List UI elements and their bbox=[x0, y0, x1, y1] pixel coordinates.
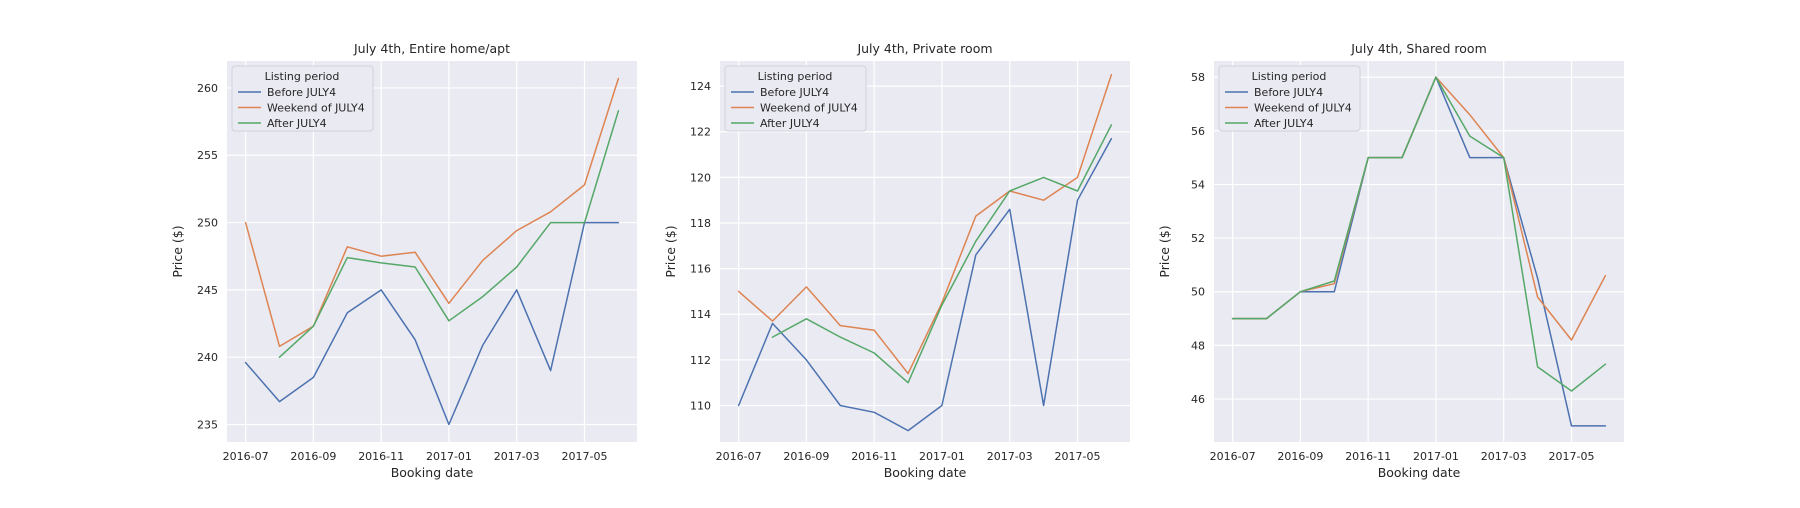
y-axis-label: Price ($) bbox=[1157, 225, 1172, 277]
x-tick-label: 2017-03 bbox=[987, 450, 1033, 463]
y-tick-label: 120 bbox=[690, 171, 711, 184]
y-tick-label: 240 bbox=[197, 351, 218, 364]
x-axis-label: Booking date bbox=[391, 465, 474, 480]
legend-label: Weekend of JULY4 bbox=[267, 102, 365, 115]
legend-title: Listing period bbox=[1252, 70, 1327, 83]
series-line-2 bbox=[737, 73, 1113, 375]
legend-label: After JULY4 bbox=[1254, 117, 1314, 130]
x-axis-label: Booking date bbox=[1378, 465, 1461, 480]
x-tick-label: 2016-09 bbox=[1277, 450, 1323, 463]
y-tick-label: 114 bbox=[690, 308, 711, 321]
y-tick-label: 56 bbox=[1191, 125, 1205, 138]
chart-panel-1: 2016-07 2016-09 2016-11 2017-01 2017-03 2017-… bbox=[170, 41, 637, 480]
legend-title: Listing period bbox=[265, 70, 340, 83]
x-tick-label: 2016-09 bbox=[783, 450, 829, 463]
legend-label: After JULY4 bbox=[760, 117, 820, 130]
series-line-3 bbox=[1231, 76, 1607, 392]
series-line-2 bbox=[244, 77, 620, 348]
x-tick-label: 2017-01 bbox=[426, 450, 472, 463]
y-tick-label: 58 bbox=[1191, 71, 1205, 84]
chart-title: July 4th, Entire home/apt bbox=[353, 41, 510, 56]
series-line-1 bbox=[244, 221, 620, 426]
legend-box bbox=[1218, 65, 1361, 132]
x-tick-label: 2017-05 bbox=[561, 450, 607, 463]
legend-label: Before JULY4 bbox=[1254, 86, 1323, 99]
x-tick-label: 2016-07 bbox=[716, 450, 762, 463]
legend-box bbox=[231, 65, 374, 132]
series-line-3 bbox=[278, 110, 620, 358]
x-tick-label: 2017-03 bbox=[1481, 450, 1527, 463]
legend-label: Weekend of JULY4 bbox=[1254, 102, 1352, 115]
legend: Listing period Before JULY4 Weekend of JUL… bbox=[231, 65, 374, 132]
x-tick-label: 2017-03 bbox=[494, 450, 540, 463]
legend-box bbox=[724, 65, 867, 132]
legend-label: After JULY4 bbox=[267, 117, 327, 130]
y-tick-label: 110 bbox=[690, 399, 711, 412]
y-tick-label: 124 bbox=[690, 80, 711, 93]
y-tick-label: 52 bbox=[1191, 232, 1205, 245]
y-axis-label: Price ($) bbox=[170, 225, 185, 277]
x-tick-label: 2016-11 bbox=[851, 450, 897, 463]
chart-title: July 4th, Shared room bbox=[1350, 41, 1487, 56]
x-tick-label: 2016-11 bbox=[1345, 450, 1391, 463]
y-tick-label: 122 bbox=[690, 126, 711, 139]
x-tick-label: 2017-05 bbox=[1054, 450, 1100, 463]
y-tick-label: 116 bbox=[690, 263, 711, 276]
legend-title: Listing period bbox=[758, 70, 833, 83]
x-tick-label: 2016-09 bbox=[290, 450, 336, 463]
x-tick-label: 2016-07 bbox=[223, 450, 269, 463]
series-line-1 bbox=[737, 137, 1113, 432]
y-tick-label: 50 bbox=[1191, 286, 1205, 299]
x-tick-label: 2016-07 bbox=[1210, 450, 1256, 463]
y-tick-label: 235 bbox=[197, 418, 218, 431]
y-tick-label: 250 bbox=[197, 217, 218, 230]
x-tick-label: 2017-01 bbox=[919, 450, 965, 463]
y-tick-label: 255 bbox=[197, 149, 218, 162]
y-tick-label: 260 bbox=[197, 82, 218, 95]
x-axis-label: Booking date bbox=[884, 465, 967, 480]
chart-title: July 4th, Private room bbox=[856, 41, 992, 56]
legend-label: Weekend of JULY4 bbox=[760, 102, 858, 115]
x-tick-label: 2016-11 bbox=[358, 450, 404, 463]
y-tick-label: 118 bbox=[690, 217, 711, 230]
y-tick-label: 54 bbox=[1191, 178, 1205, 191]
legend-label: Before JULY4 bbox=[760, 86, 829, 99]
chart-panel-2: 2016-07 2016-09 2016-11 2017-01 2017-03 2017-… bbox=[663, 41, 1130, 480]
y-tick-label: 46 bbox=[1191, 393, 1205, 406]
y-axis-label: Price ($) bbox=[663, 225, 678, 277]
x-tick-label: 2017-05 bbox=[1548, 450, 1594, 463]
y-tick-label: 112 bbox=[690, 354, 711, 367]
y-tick-label: 48 bbox=[1191, 339, 1205, 352]
legend: Listing period Before JULY4 Weekend of JUL… bbox=[1218, 65, 1361, 132]
legend: Listing period Before JULY4 Weekend of JUL… bbox=[724, 65, 867, 132]
x-tick-label: 2017-01 bbox=[1413, 450, 1459, 463]
legend-label: Before JULY4 bbox=[267, 86, 336, 99]
y-tick-label: 245 bbox=[197, 284, 218, 297]
series-line-3 bbox=[771, 124, 1113, 384]
chart-panel-3: 2016-07 2016-09 2016-11 2017-01 2017-03 2017-… bbox=[1157, 41, 1624, 480]
